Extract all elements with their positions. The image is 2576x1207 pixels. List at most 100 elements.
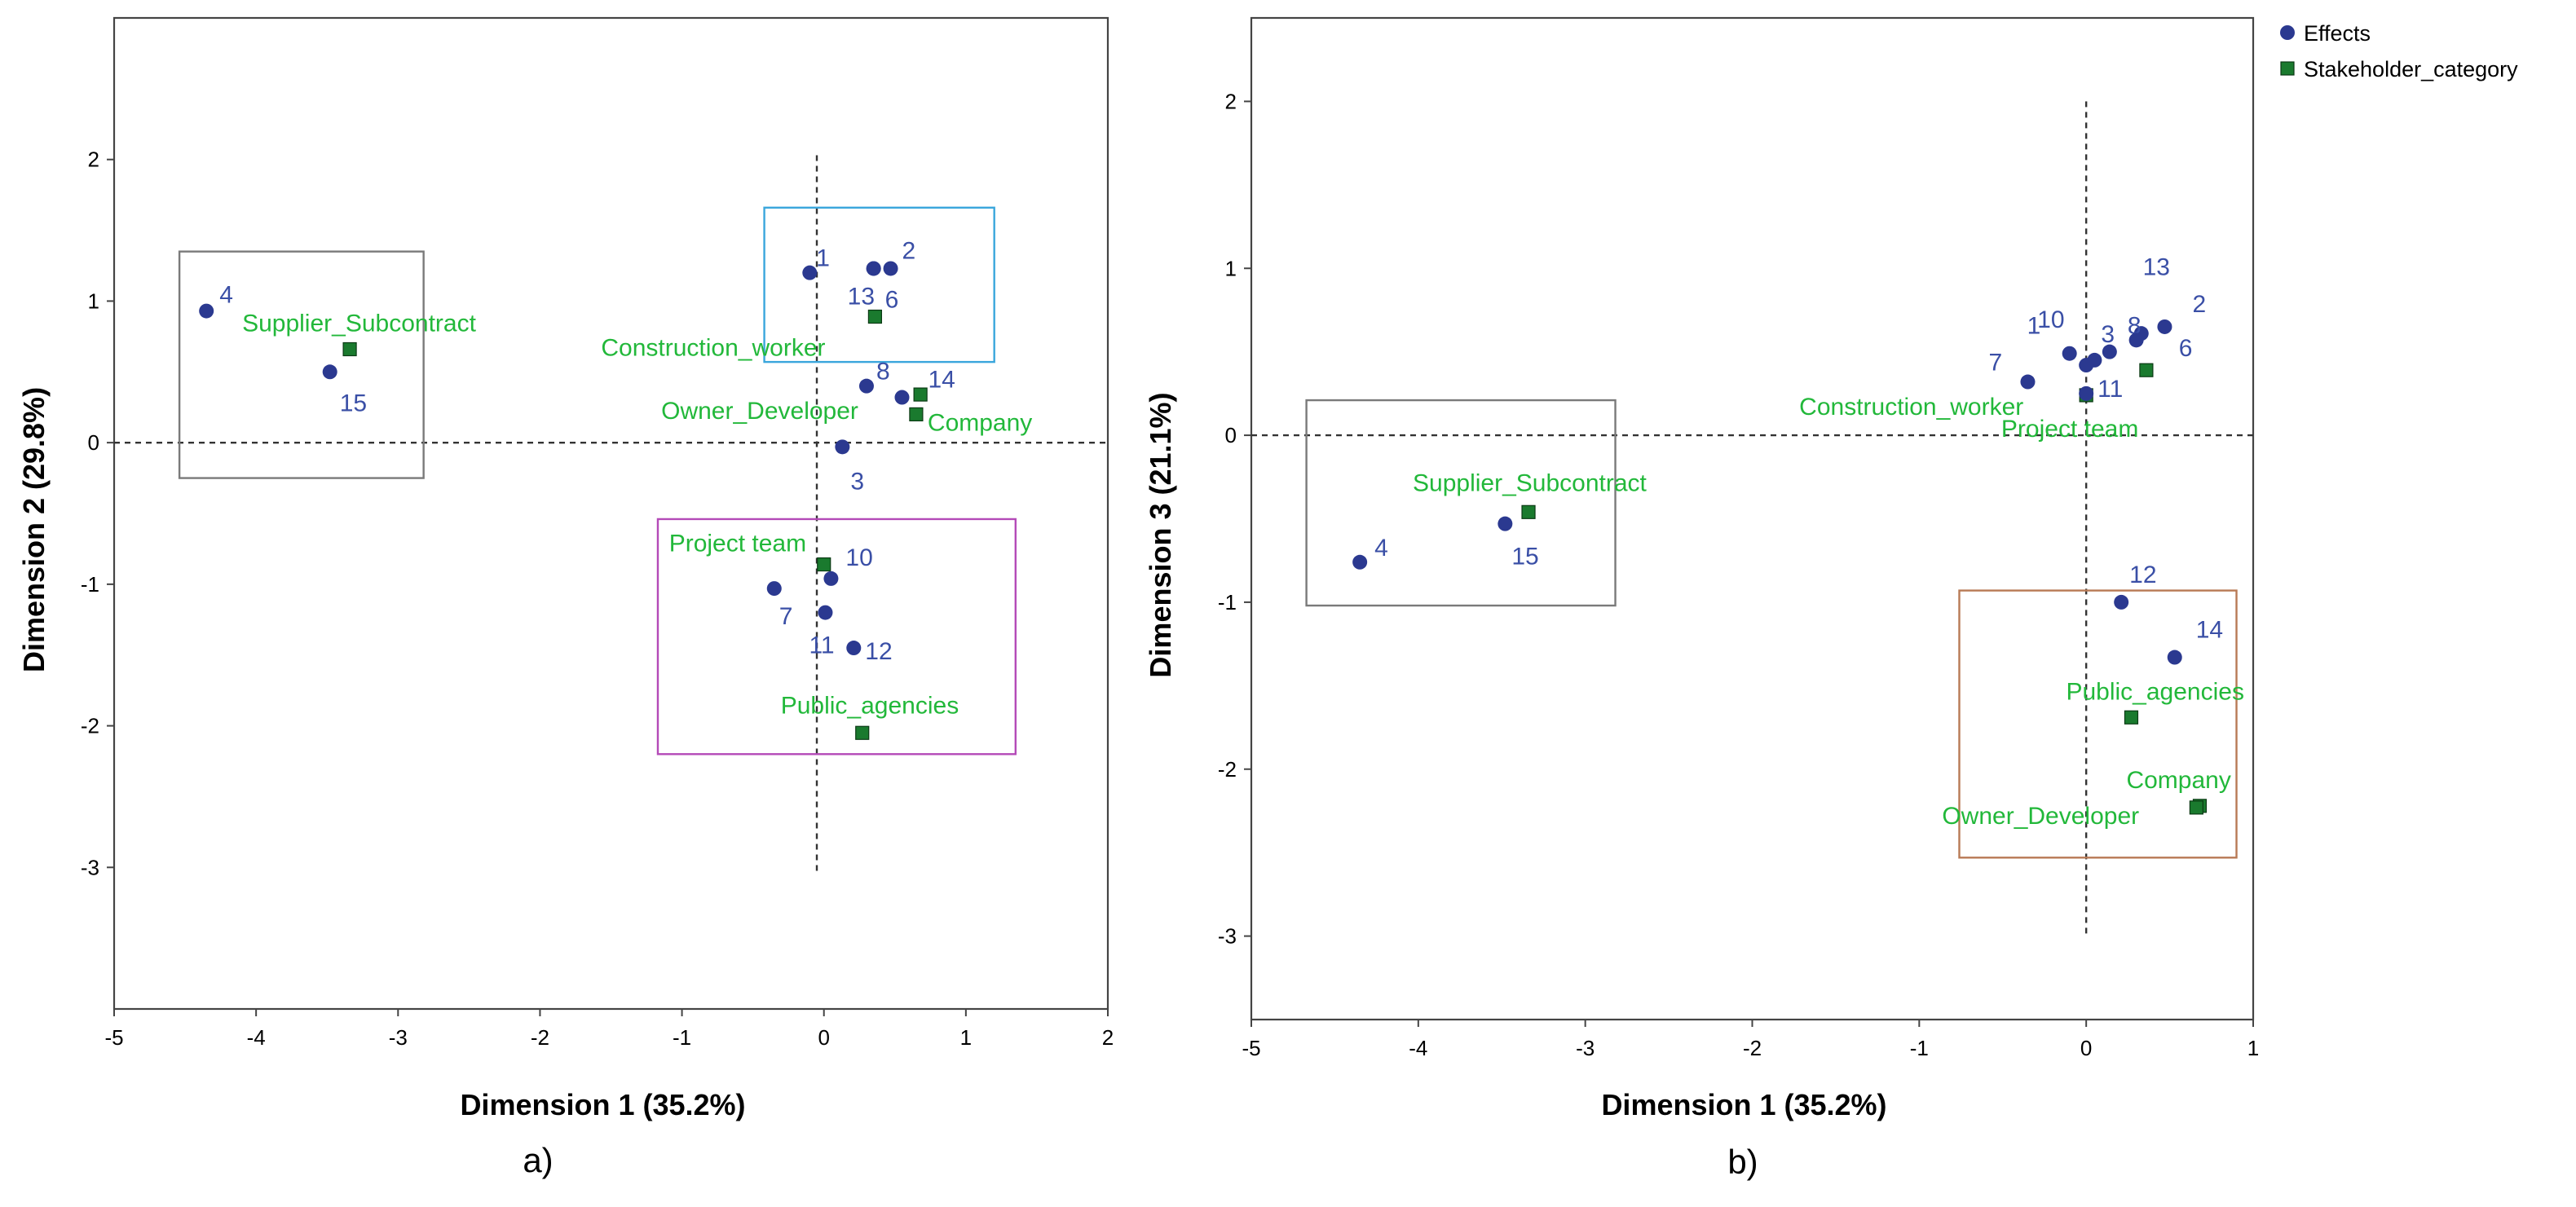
effect-point (802, 265, 818, 280)
stakeholder-label: Supplier_Subcontract (1413, 469, 1647, 496)
y-tick-label: 2 (88, 148, 99, 172)
effect-point (846, 641, 862, 656)
effect-label: 3 (850, 468, 864, 495)
effect-point (858, 378, 874, 394)
effect-label: 8 (876, 359, 890, 385)
square-marker-icon (2280, 61, 2295, 76)
y-tick-label: -2 (1218, 757, 1237, 782)
y-tick-label: -3 (1218, 924, 1237, 949)
x-axis-title: Dimension 1 (35.2%) (1601, 1088, 1886, 1121)
effect-point (199, 303, 214, 319)
x-tick-label: -2 (531, 1025, 549, 1050)
effect-point (1498, 516, 1513, 531)
stakeholder-point (1521, 504, 1536, 519)
effect-label: 6 (2179, 335, 2193, 362)
stakeholder-point (913, 387, 928, 402)
stakeholder-label: Company (928, 409, 1032, 436)
x-axis-title: Dimension 1 (35.2%) (460, 1088, 745, 1121)
effect-label: 2 (2192, 291, 2206, 318)
stakeholder-point (855, 725, 870, 740)
effect-label: 4 (219, 282, 233, 309)
effect-label: 13 (848, 283, 875, 310)
y-tick-label: -1 (81, 572, 99, 597)
x-tick-label: -3 (1576, 1036, 1595, 1060)
effect-label: 1 (816, 245, 830, 272)
x-tick-label: -4 (247, 1025, 266, 1050)
stakeholder-label: Owner_Developer (661, 398, 858, 425)
effect-point (2062, 346, 2077, 361)
stakeholder-point (2124, 710, 2139, 725)
effect-label: 11 (2097, 376, 2123, 403)
stakeholder-point (2189, 800, 2203, 815)
legend: Effects Stakeholder_category (2280, 21, 2518, 81)
effect-label: 13 (2143, 253, 2170, 280)
effect-point (823, 570, 839, 586)
effect-label: 14 (2196, 617, 2223, 644)
effect-point (835, 439, 850, 455)
effect-point (894, 390, 910, 405)
y-tick-label: 0 (88, 430, 99, 455)
effect-point (2102, 344, 2117, 359)
y-tick-label: -3 (81, 855, 99, 879)
stakeholder-label: Owner_Developer (1942, 803, 2139, 830)
y-tick-label: 1 (1225, 256, 1237, 280)
x-tick-label: -1 (673, 1025, 691, 1050)
x-tick-label: 1 (2247, 1036, 2259, 1060)
stakeholder-label: Construction_worker (601, 335, 825, 362)
y-axis-title: Dimension 3 (21.1%) (1144, 392, 1177, 677)
effect-point (2114, 594, 2129, 610)
stakeholder-label: Company (2126, 767, 2230, 794)
x-tick-label: -3 (389, 1025, 408, 1050)
effect-point (2079, 358, 2094, 373)
group-box-gray (1305, 399, 1617, 607)
stakeholder-point (342, 341, 357, 357)
effect-point (2079, 385, 2094, 401)
effect-label: 12 (865, 638, 892, 665)
group-box-orange (1958, 589, 2238, 859)
y-tick-label: 0 (1225, 423, 1237, 447)
effect-label: 1 (2027, 313, 2041, 340)
stakeholder-label: Project team (669, 531, 806, 557)
y-tick-label: -2 (81, 714, 99, 738)
x-tick-label: 0 (2080, 1036, 2092, 1060)
effect-point (2020, 374, 2036, 390)
y-axis-title: Dimension 2 (29.8%) (17, 387, 51, 672)
stakeholder-label: Construction_worker (1799, 394, 2023, 421)
effect-point (2157, 319, 2172, 334)
effect-point (1352, 554, 1368, 570)
stakeholder-label: Project team (2001, 416, 2138, 443)
effect-label: 14 (928, 367, 955, 394)
effect-label: 4 (1374, 535, 1388, 562)
effect-label: 3 (2101, 321, 2115, 348)
circle-marker-icon (2280, 25, 2295, 40)
effect-point (2128, 333, 2144, 348)
group-box-gray (178, 250, 425, 479)
panel-caption: a) (523, 1141, 553, 1179)
x-tick-label: 0 (818, 1025, 829, 1050)
y-tick-label: -1 (1218, 590, 1237, 615)
panel-caption: b) (1727, 1143, 1758, 1181)
stakeholder-point (817, 557, 831, 572)
x-tick-label: 2 (1102, 1025, 1114, 1050)
x-tick-label: 1 (960, 1025, 972, 1050)
effect-label: 6 (885, 286, 899, 313)
legend-effects-label: Effects (2304, 21, 2371, 46)
stakeholder-label: Supplier_Subcontract (242, 310, 477, 337)
group-box-cyan (763, 206, 995, 363)
effect-point (883, 261, 898, 276)
plot-frame (1250, 16, 2255, 1021)
effect-point (766, 581, 782, 597)
effect-point (866, 261, 881, 276)
effect-label: 12 (2129, 562, 2156, 588)
effect-label: 10 (845, 544, 872, 571)
effect-label: 10 (2037, 306, 2064, 333)
x-tick-label: -1 (1910, 1036, 1929, 1060)
effect-label: 7 (1988, 350, 2002, 377)
stakeholder-label: Public_agencies (781, 692, 959, 719)
y-tick-label: 1 (88, 289, 99, 313)
x-tick-label: -4 (1409, 1036, 1427, 1060)
stakeholder-point (867, 309, 883, 324)
effect-point (2167, 650, 2182, 665)
